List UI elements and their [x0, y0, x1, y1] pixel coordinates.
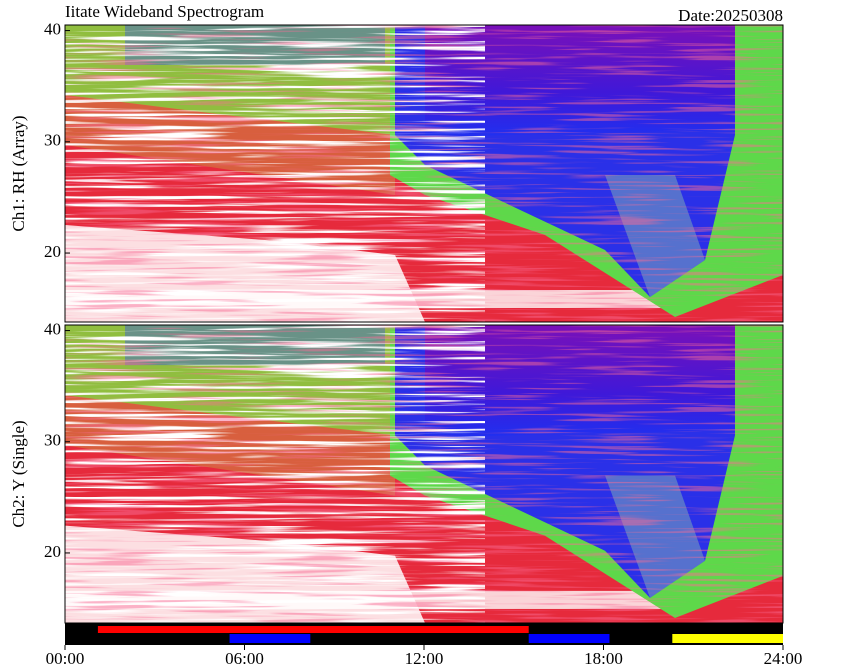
- y-tick-label: 30: [44, 431, 61, 450]
- timeline-segment: [97, 626, 529, 633]
- y-tick-label: 20: [44, 242, 61, 261]
- y-tick-label: 40: [44, 19, 61, 38]
- panel-frame: [64, 24, 784, 323]
- y-tick-label: 20: [44, 542, 61, 561]
- x-tick-label: 18:00: [584, 649, 623, 668]
- panel-frame: [64, 324, 784, 624]
- y-axis-label: Ch1: RH (Array): [9, 115, 28, 231]
- timeline-segment: [672, 634, 783, 643]
- x-tick-label: 00:00: [46, 649, 85, 668]
- spectrogram-image: [65, 325, 783, 623]
- x-tick-label: 12:00: [405, 649, 444, 668]
- y-axis-label: Ch2: Y (Single): [9, 420, 28, 527]
- date-label: Date:20250308: [678, 6, 783, 25]
- spectrogram-image: [65, 25, 783, 322]
- y-tick-label: 40: [44, 319, 61, 338]
- timeline-segment: [229, 634, 311, 643]
- x-tick-label: 24:00: [764, 649, 803, 668]
- timeline-segment: [528, 634, 610, 643]
- y-tick-label: 30: [44, 131, 61, 150]
- x-tick-label: 06:00: [225, 649, 264, 668]
- chart-title: Iitate Wideband Spectrogram: [65, 2, 264, 21]
